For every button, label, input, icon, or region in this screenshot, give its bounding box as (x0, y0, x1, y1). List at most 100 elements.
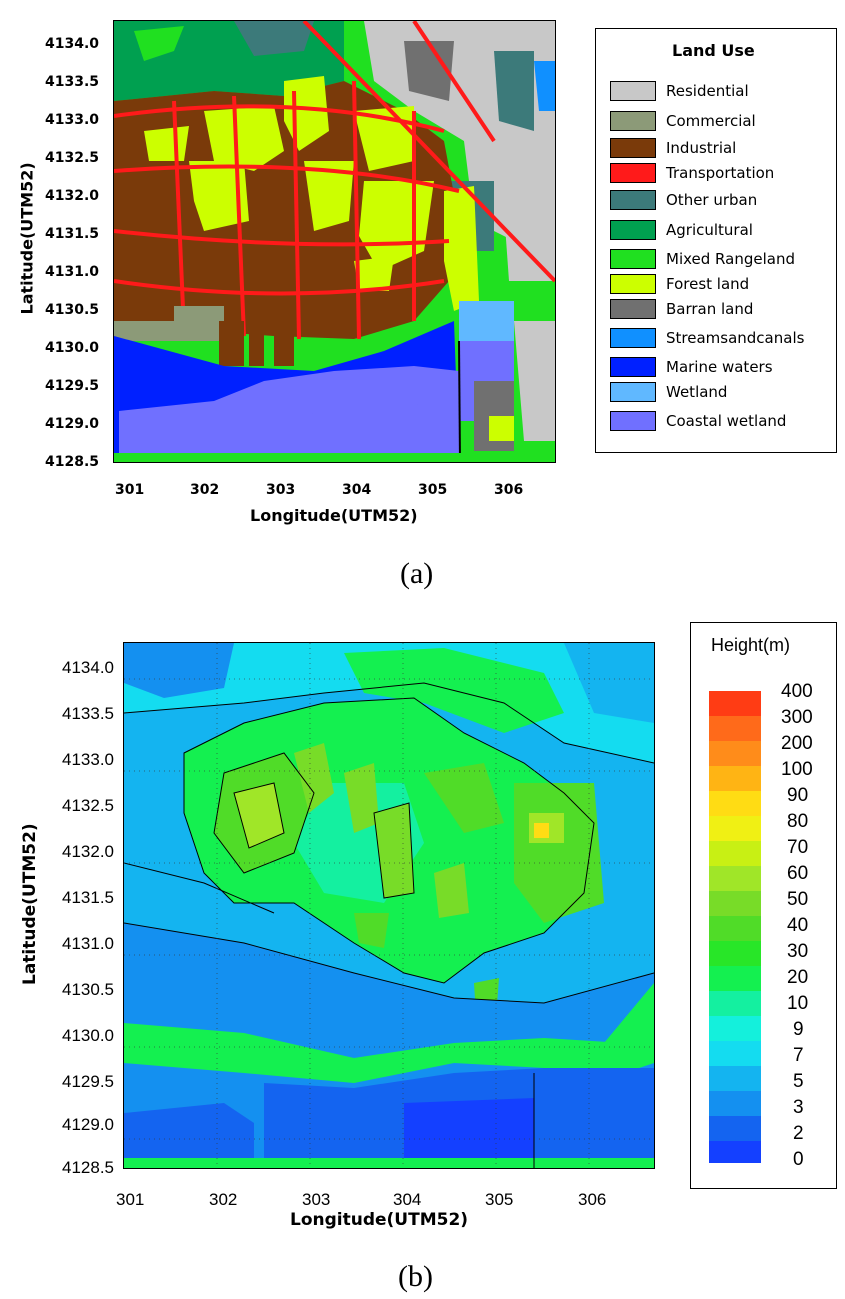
legend-swatch (610, 328, 656, 348)
y-tick-label: 4131.0 (62, 934, 114, 953)
legend-label: 20 (787, 967, 809, 988)
legend-label: Agricultural (666, 221, 753, 239)
legend-item: Forest land (610, 273, 749, 295)
legend-label: Marine waters (666, 358, 773, 376)
y-tick-label: 4128.5 (62, 1158, 114, 1177)
legend-label: 90 (787, 785, 809, 806)
legend-swatch (610, 357, 656, 377)
legend-item: Marine waters (610, 356, 773, 378)
legend-label: 9 (793, 1019, 804, 1040)
y-tick-label: 4132.5 (45, 150, 100, 166)
legend-item: Mixed Rangeland (610, 248, 795, 270)
legend-label: 10 (787, 993, 809, 1014)
legend-swatch (610, 249, 656, 269)
legend-swatch (709, 866, 761, 891)
legend-label: Transportation (666, 164, 775, 182)
legend-swatch (610, 299, 656, 319)
y-tick-label: 4132.0 (45, 188, 100, 204)
legend-label: 40 (787, 915, 809, 936)
legend-swatch (709, 816, 761, 841)
legend-swatch (709, 1141, 761, 1163)
legend-label: Mixed Rangeland (666, 250, 795, 268)
legend-swatch (610, 81, 656, 101)
legend-item: Wetland (610, 381, 727, 403)
legend-label: 200 (781, 733, 813, 754)
legend-item: Other urban (610, 189, 757, 211)
legend-swatch (610, 190, 656, 210)
legend-swatch (610, 220, 656, 240)
y-tick-label: 4131.0 (45, 264, 100, 280)
legend-swatch (709, 741, 761, 766)
legend-label: Other urban (666, 191, 758, 209)
legend-swatch (709, 1016, 761, 1041)
legend-label: Wetland (666, 383, 728, 401)
y-tick-label: 4130.0 (62, 1026, 114, 1045)
legend-label: 80 (787, 811, 809, 832)
y-tick-label: 4133.5 (62, 704, 114, 723)
y-tick-label: 4134.0 (45, 36, 100, 52)
x-axis-title: Longitude(UTM52) (250, 506, 418, 525)
legend-item: Streamsandcanals (610, 327, 804, 349)
legend-item: Industrial (610, 137, 736, 159)
legend-swatch (709, 991, 761, 1016)
y-tick-label: 4130.5 (62, 980, 114, 999)
legend-item: Coastal wetland (610, 410, 786, 432)
height-legend: Height(m) 400 300 200 100 90 80 (690, 622, 837, 1189)
height-color-bar (709, 691, 761, 1163)
land-use-map-graphic (114, 21, 555, 462)
y-tick-label: 4131.5 (62, 888, 114, 907)
y-tick-label: 4130.5 (45, 302, 100, 318)
y-tick-label: 4131.5 (45, 226, 100, 242)
x-tick-label: 303 (266, 482, 296, 498)
height-map (123, 642, 655, 1169)
legend-swatch (709, 841, 761, 866)
x-tick-label: 303 (302, 1190, 331, 1209)
legend-swatch (709, 1091, 761, 1116)
legend-label: 70 (787, 837, 809, 858)
x-tick-label: 301 (115, 482, 145, 498)
legend-label: 0 (793, 1149, 804, 1170)
legend-label: 60 (787, 863, 809, 884)
legend-swatch (709, 966, 761, 991)
x-tick-label: 306 (578, 1190, 607, 1209)
legend-label: 400 (781, 681, 813, 702)
legend-swatch (610, 411, 656, 431)
legend-label: Coastal wetland (666, 412, 787, 430)
land-use-legend: Land Use Residential Commercial Industri… (595, 28, 837, 453)
x-tick-label: 302 (190, 482, 220, 498)
legend-swatch (709, 766, 761, 791)
x-tick-label: 302 (209, 1190, 238, 1209)
legend-swatch (709, 1116, 761, 1141)
x-tick-label: 304 (393, 1190, 422, 1209)
legend-item: Commercial (610, 110, 756, 132)
y-axis-title: Latitude(UTM52) (17, 162, 37, 315)
legend-label: 7 (793, 1045, 804, 1066)
legend-item: Transportation (610, 162, 774, 184)
legend-label: Barran land (666, 300, 754, 318)
legend-label: 50 (787, 889, 809, 910)
legend-swatch (610, 382, 656, 402)
legend-item: Residential (610, 80, 749, 102)
legend-label: Forest land (666, 275, 750, 293)
x-tick-label: 301 (116, 1190, 145, 1209)
legend-label: 3 (793, 1097, 804, 1118)
y-tick-label: 4133.0 (45, 112, 100, 128)
legend-swatch (709, 916, 761, 941)
legend-item: Agricultural (610, 219, 753, 241)
y-tick-label: 4129.5 (62, 1072, 114, 1091)
legend-label: 5 (793, 1071, 804, 1092)
legend-label: 2 (793, 1123, 804, 1144)
legend-title: Height(m) (711, 635, 791, 655)
legend-swatch (709, 941, 761, 966)
legend-label: Residential (666, 82, 749, 100)
legend-swatch (709, 691, 761, 716)
x-tick-label: 305 (485, 1190, 514, 1209)
y-tick-label: 4129.5 (45, 378, 100, 394)
legend-item: Barran land (610, 298, 753, 320)
legend-swatch (610, 274, 656, 294)
y-tick-label: 4132.5 (62, 796, 114, 815)
legend-label: Commercial (666, 112, 756, 130)
y-tick-label: 4133.5 (45, 74, 100, 90)
panel-caption: (b) (398, 1260, 433, 1293)
y-tick-label: 4132.0 (62, 842, 114, 861)
